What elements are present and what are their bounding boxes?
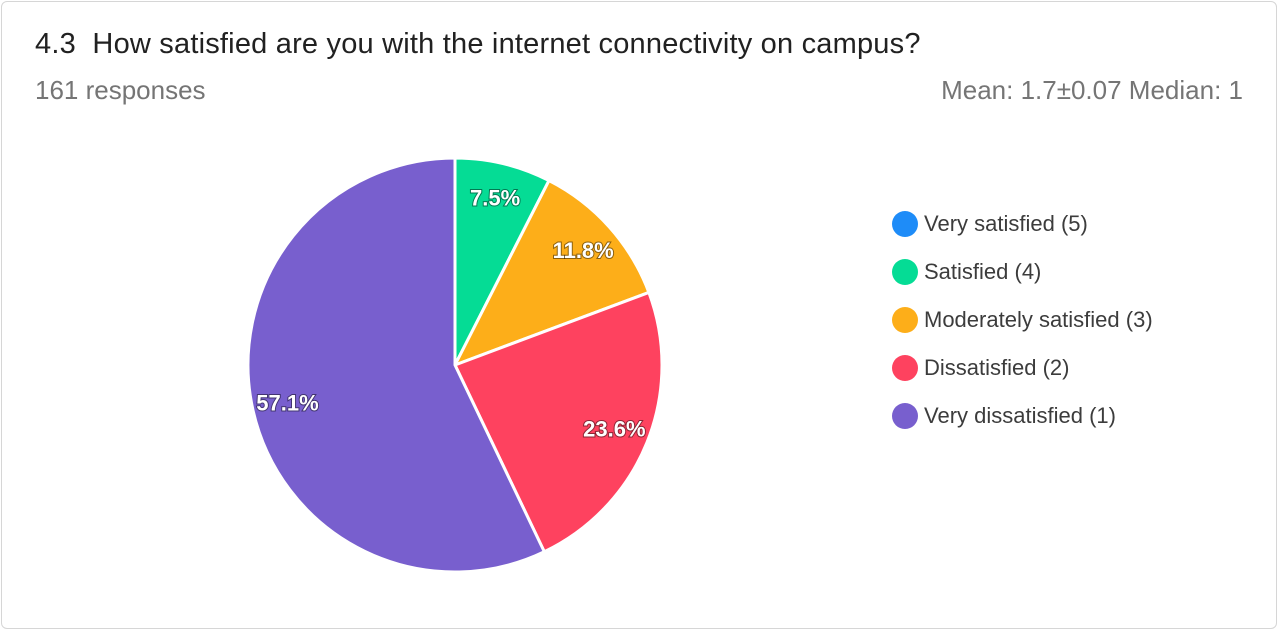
slice-label-very-dissatisfied: 57.1% [256, 391, 318, 416]
legend-swatch [892, 211, 918, 237]
legend-label: Satisfied (4) [924, 259, 1042, 284]
legend-swatch [892, 355, 918, 381]
summary-stats: Mean: 1.7±0.07 Median: 1 [941, 75, 1243, 105]
legend-label: Moderately satisfied (3) [924, 307, 1153, 332]
legend-item-moderately-satisfied[interactable]: Moderately satisfied (3) [892, 296, 1153, 344]
pie-slice-satisfied[interactable] [453, 156, 551, 367]
chart-legend: Very satisfied (5) Satisfied (4) Moderat… [892, 200, 1153, 440]
legend-label: Very satisfied (5) [924, 211, 1088, 236]
pie-slice-dissatisfied[interactable] [453, 290, 664, 554]
legend-item-dissatisfied[interactable]: Dissatisfied (2) [892, 344, 1153, 392]
legend-label: Dissatisfied (2) [924, 355, 1070, 380]
legend-swatch [892, 307, 918, 333]
legend-swatch [892, 403, 918, 429]
slice-label-dissatisfied: 23.6% [583, 417, 645, 442]
slice-label-moderately-satisfied: 11.8% [553, 238, 614, 263]
chart-title: 4.3 How satisfied are you with the inter… [35, 28, 921, 60]
legend-label: Very dissatisfied (1) [924, 403, 1116, 428]
pie-slice-very-dissatisfied[interactable] [246, 156, 546, 574]
legend-item-satisfied[interactable]: Satisfied (4) [892, 248, 1153, 296]
response-count: 161 responses [35, 75, 206, 105]
pie-slice-moderately-satisfied[interactable] [453, 179, 651, 367]
legend-item-very-satisfied[interactable]: Very satisfied (5) [892, 200, 1153, 248]
slice-label-satisfied: 7.5% [470, 185, 520, 210]
legend-swatch [892, 259, 918, 285]
legend-item-very-dissatisfied[interactable]: Very dissatisfied (1) [892, 392, 1153, 440]
